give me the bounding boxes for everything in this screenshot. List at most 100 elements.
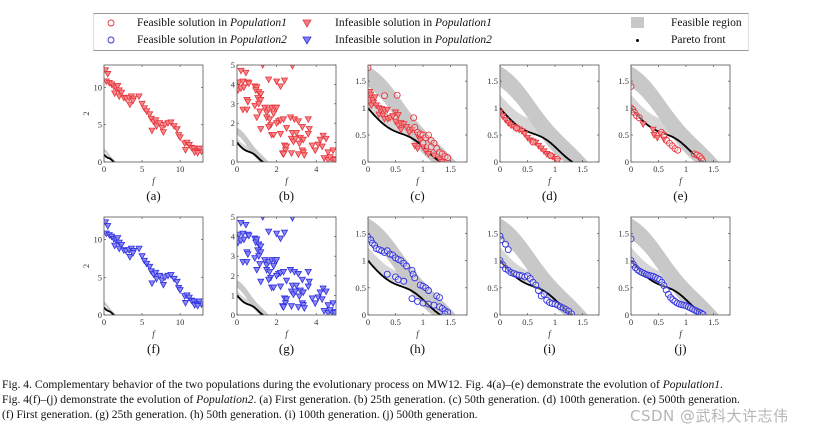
feasible-marker xyxy=(631,235,635,243)
infeasible-marker xyxy=(265,76,273,84)
feasible-marker xyxy=(419,139,427,147)
infeasible-marker xyxy=(299,136,308,144)
infeasible-marker xyxy=(269,110,278,118)
infeasible-marker xyxy=(383,106,391,114)
feasible-marker xyxy=(535,287,542,294)
infeasible-marker xyxy=(279,151,288,159)
feasible-marker xyxy=(502,240,509,248)
infeasible-marker xyxy=(282,143,291,151)
legend-feasible-region-swatch xyxy=(631,17,644,28)
feasible-region-band xyxy=(368,218,456,315)
feasible-region-band xyxy=(500,218,588,315)
feasible-marker xyxy=(371,241,379,249)
infeasible-marker xyxy=(298,276,307,284)
infeasible-marker xyxy=(240,236,248,244)
y-tick-label: 1 xyxy=(231,138,235,148)
infeasible-marker xyxy=(282,125,291,132)
infeasible-marker xyxy=(424,151,433,158)
subplot-h: 0 0.5 1 1.5 0 0.5 1 1.5 f (h) xyxy=(355,216,468,356)
infeasible-marker xyxy=(282,277,291,285)
infeasible-marker xyxy=(304,130,312,138)
infeasible-marker xyxy=(316,289,324,297)
feasible-marker xyxy=(368,65,372,72)
y-tick-label: 0 xyxy=(494,310,498,320)
x-tick-label: 2 xyxy=(274,164,278,174)
axes-box xyxy=(630,216,731,316)
infeasible-marker xyxy=(649,126,657,134)
feasible-marker xyxy=(674,146,682,154)
x-tick-label: 2 xyxy=(274,317,278,327)
infeasible-marker xyxy=(295,140,304,148)
plot-area xyxy=(368,218,456,315)
watermark: CSDN @武科大许志伟 xyxy=(630,407,789,425)
infeasible-marker xyxy=(391,118,400,126)
infeasible-marker xyxy=(368,102,375,110)
x-tick-label: 0 xyxy=(102,317,106,327)
infeasible-marker xyxy=(318,296,326,304)
pareto-front-line xyxy=(237,142,264,162)
infeasible-marker xyxy=(326,154,334,161)
x-axis-label: f xyxy=(416,329,420,339)
feasible-marker xyxy=(635,114,643,122)
infeasible-marker xyxy=(326,307,334,314)
infeasible-marker xyxy=(639,121,647,129)
x-tick-label: 0 xyxy=(629,164,633,174)
feasible-marker xyxy=(568,310,575,315)
subplot-i: 0 0.5 1 1.5 0 0.5 1 1.5 f (i) xyxy=(487,216,600,356)
y-tick-label: 0 xyxy=(98,157,102,167)
infeasible-marker xyxy=(159,129,168,136)
y-tick-label: 1 xyxy=(362,256,366,266)
infeasible-marker xyxy=(148,127,156,135)
x-tick-label: 5 xyxy=(140,164,144,174)
legend-triangle-pop1-icon xyxy=(302,19,312,28)
infeasible-marker xyxy=(243,106,251,114)
x-axis-label: f xyxy=(416,176,420,186)
infeasible-marker xyxy=(244,98,252,106)
x-tick-label: 10 xyxy=(176,164,185,174)
infeasible-marker xyxy=(245,232,253,240)
infeasible-marker xyxy=(329,147,336,155)
feasible-marker xyxy=(400,277,408,285)
x-tick-label: 0 xyxy=(366,317,370,327)
x-tick-label: 10 xyxy=(176,317,185,327)
infeasible-marker xyxy=(237,67,245,75)
feasible-marker xyxy=(529,138,537,146)
infeasible-marker xyxy=(152,123,161,131)
infeasible-marker xyxy=(276,130,285,138)
infeasible-marker xyxy=(129,97,137,105)
y-tick-label: 5 xyxy=(231,60,235,70)
panel-label: (j) xyxy=(674,341,686,356)
infeasible-marker xyxy=(291,288,300,296)
infeasible-marker xyxy=(242,69,250,77)
subplot-c: 0 0.5 1 1.5 0 0.5 1 1.5 f (c) xyxy=(355,64,468,203)
y-tick-label: 5 xyxy=(98,272,102,282)
feasible-marker xyxy=(553,155,561,162)
infeasible-marker xyxy=(287,150,296,158)
legend-circle-pop1-icon xyxy=(107,19,115,27)
infeasible-marker xyxy=(155,120,164,128)
y-tick-label: 1.5 xyxy=(618,76,629,86)
x-axis-label: f xyxy=(285,329,289,339)
infeasible-marker xyxy=(158,277,166,285)
infeasible-marker xyxy=(311,147,319,155)
y-tick-label: 0 xyxy=(231,310,235,320)
feasible-marker xyxy=(408,295,416,303)
infeasible-marker xyxy=(251,255,259,262)
infeasible-marker xyxy=(272,257,281,264)
legend-triangle-pop2-icon xyxy=(302,36,312,45)
y-tick-label: 0 xyxy=(362,310,366,320)
infeasible-marker xyxy=(276,283,285,291)
infeasible-marker xyxy=(269,284,278,292)
feasible-region-band xyxy=(104,148,117,162)
feasible-marker xyxy=(444,154,452,162)
plot-area xyxy=(500,218,588,315)
axes-box xyxy=(499,64,600,163)
infeasible-marker xyxy=(117,89,126,97)
infeasible-marker xyxy=(146,111,154,119)
infeasible-marker xyxy=(379,112,387,120)
infeasible-marker xyxy=(265,228,273,236)
infeasible-marker xyxy=(257,91,265,98)
pareto-front-line xyxy=(104,153,115,162)
x-tick-label: 1 xyxy=(553,317,557,327)
